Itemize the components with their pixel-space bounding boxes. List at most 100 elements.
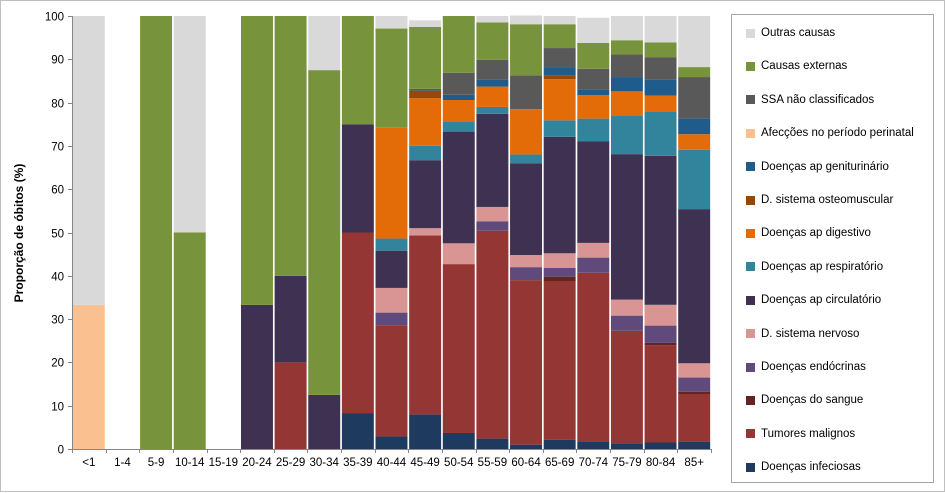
legend-label: Doenças ap respiratório	[761, 260, 884, 273]
bar-segment-doencas-ap-respiratorio-65-69	[543, 120, 576, 137]
y-tick-label: 90	[51, 55, 64, 67]
bar-segment-doencas-ap-respiratorio-85	[678, 149, 711, 210]
x-tick-label: 1-4	[114, 457, 131, 469]
legend: Outras causas Causas externas SSA não clas…	[731, 14, 934, 483]
legend-item-doencas-ap-respiratorio: Doenças ap respiratório	[746, 260, 883, 274]
bar-segment-doencas-ap-digestivo-65-69	[543, 79, 576, 121]
bar-segment-doencas-ap-respiratorio-55-59	[476, 106, 509, 114]
bar-segment-d-sistema-nervoso-55-59	[476, 206, 509, 222]
legend-swatch	[746, 61, 755, 71]
y-tick-label: 100	[45, 12, 64, 24]
bar-segment-causas-externas-30-34	[308, 70, 341, 395]
bars-layer	[72, 15, 711, 450]
bar-segment-doencas-ap-digestivo-40-44	[375, 127, 408, 239]
x-tick-label: 30-34	[310, 457, 340, 469]
bar-segment-doencas-infeciosas-70-74	[577, 441, 610, 449]
bar-segment-doencas-ap-respiratorio-70-74	[577, 118, 610, 142]
legend-swatch	[746, 262, 755, 272]
bar-segment-d-sistema-nervoso-50-54	[442, 243, 475, 265]
bar-segment-doencas-ap-circulatorio-75-79	[610, 154, 643, 300]
axes-layer: 0 10 20 30 40 50 60 70 80 90 100 <1 1-4 5-9 10-14 15-19…	[45, 12, 712, 469]
bar-segment-ssa-nao-classificados-45-49	[409, 88, 442, 91]
x-tick-label: 70-74	[579, 457, 609, 469]
legend-swatch	[746, 195, 755, 205]
bar-segment-doencas-ap-geniturinario-50-54	[442, 94, 475, 101]
legend-item-doencas-endocrinas: Doenças endócrinas	[746, 360, 866, 374]
bar-segment-doencas-ap-respiratorio-60-64	[510, 154, 542, 164]
bar-segment-outras-causas-45-49	[409, 20, 442, 27]
bar-segment-doencas-ap-circulatorio-45-49	[409, 160, 442, 229]
bar-segment-doencas-ap-circulatorio-65-69	[543, 136, 576, 254]
bar-segment-ssa-nao-classificados-80-84	[644, 57, 677, 80]
bar-segment-d-sistema-nervoso-80-84	[644, 304, 677, 326]
bar-segment-tumores-malignos-40-44	[375, 325, 408, 437]
bar-segment-doencas-endocrinas-85	[678, 377, 711, 392]
bar-segment-d-sistema-osteomuscular-45-49	[409, 90, 442, 99]
bar-segment-doencas-ap-geniturinario-85	[678, 118, 711, 135]
legend-item-doencas-infeciosas: Doenças infeciosas	[746, 460, 861, 474]
bar-segment-doencas-ap-circulatorio-50-54	[442, 131, 475, 244]
bar-segment-doencas-do-sangue-65-69	[543, 276, 576, 281]
bar-segment-outras-causas-85	[678, 16, 711, 68]
y-tick-label: 0	[58, 445, 64, 457]
bar-segment-causas-externas-80-84	[644, 42, 677, 58]
legend-swatch	[746, 228, 755, 238]
bar-segment-doencas-infeciosas-85	[678, 441, 711, 449]
bar-segment-doencas-ap-digestivo-70-74	[577, 95, 610, 119]
bar-segment-doencas-ap-digestivo-75-79	[610, 91, 643, 117]
bar-segment-doencas-ap-digestivo-60-64	[510, 109, 542, 155]
bar-segment-causas-externas-25-29	[274, 16, 307, 276]
x-tick-label: 85+	[684, 457, 704, 469]
legend-swatch	[746, 329, 755, 339]
y-tick-label: 40	[51, 272, 64, 284]
bar-segment-doencas-ap-circulatorio-70-74	[577, 141, 610, 243]
bar-segment-ssa-nao-classificados-65-69	[543, 48, 576, 68]
bar-segment-causas-externas-5-9	[140, 16, 173, 449]
legend-swatch	[746, 128, 755, 138]
bar-segment-tumores-malignos-50-54	[442, 264, 475, 433]
bar-segment-doencas-ap-digestivo-80-84	[644, 95, 677, 112]
bar-segment-doencas-infeciosas-65-69	[543, 439, 576, 449]
legend-item-d-sistema-nervoso: D. sistema nervoso	[746, 327, 859, 341]
bar-segment-ssa-nao-classificados-70-74	[577, 68, 610, 90]
legend-label: D. sistema nervoso	[761, 327, 860, 340]
legend-item-ssa-nao-classificados: SSA não classificados	[746, 93, 874, 107]
bar-segment-d-sistema-nervoso-70-74	[577, 242, 610, 258]
bar-segment-causas-externas-75-79	[610, 40, 643, 55]
y-tick-label: 10	[51, 402, 64, 414]
bar-segment-doencas-infeciosas-40-44	[375, 436, 408, 449]
legend-swatch	[746, 462, 755, 472]
bar-segment-tumores-malignos-65-69	[543, 281, 576, 440]
bar-segment-outras-causas-65-69	[543, 16, 576, 25]
bar-segment-doencas-endocrinas-75-79	[610, 315, 643, 331]
legend-label: Doenças infeciosas	[761, 461, 861, 474]
x-tick-label: 40-44	[377, 457, 407, 469]
bar-segment-causas-externas-20-24	[241, 16, 273, 305]
bar-segment-doencas-infeciosas-75-79	[610, 443, 643, 449]
bar-segment-causas-externas-55-59	[476, 22, 509, 60]
bar-segment-d-sistema-nervoso-65-69	[543, 253, 576, 268]
bar-segment-doencas-ap-circulatorio-85	[678, 209, 711, 364]
legend-label: Doenças ap geniturinário	[761, 160, 889, 173]
bar-segment-doencas-ap-geniturinario-65-69	[543, 67, 576, 76]
legend-label: SSA não classificados	[761, 93, 875, 106]
bar-segment-doencas-endocrinas-60-64	[510, 267, 542, 281]
y-tick-label: 30	[51, 315, 64, 327]
legend-item-doencas-ap-digestivo: Doenças ap digestivo	[746, 226, 871, 240]
bar-segment-tumores-malignos-25-29	[274, 362, 307, 449]
bar-segment-doencas-ap-digestivo-85	[678, 134, 711, 150]
legend-swatch	[746, 162, 755, 172]
bar-segment-doencas-ap-geniturinario-80-84	[644, 79, 677, 96]
bar-segment-d-sistema-nervoso-75-79	[610, 299, 643, 316]
y-tick-label: 70	[51, 142, 64, 154]
legend-label: Doenças do sangue	[761, 394, 864, 407]
bar-segment-doencas-infeciosas-35-39	[341, 413, 374, 449]
bar-segment-tumores-malignos-75-79	[610, 330, 643, 444]
bar-segment-tumores-malignos-35-39	[341, 232, 374, 414]
x-tick-label: <1	[82, 457, 95, 469]
bar-segment-tumores-malignos-60-64	[510, 280, 542, 445]
bar-segment-doencas-infeciosas-80-84	[644, 442, 677, 449]
bar-segment-doencas-do-sangue-85	[678, 391, 711, 395]
x-tick-label: 45-49	[410, 457, 439, 469]
